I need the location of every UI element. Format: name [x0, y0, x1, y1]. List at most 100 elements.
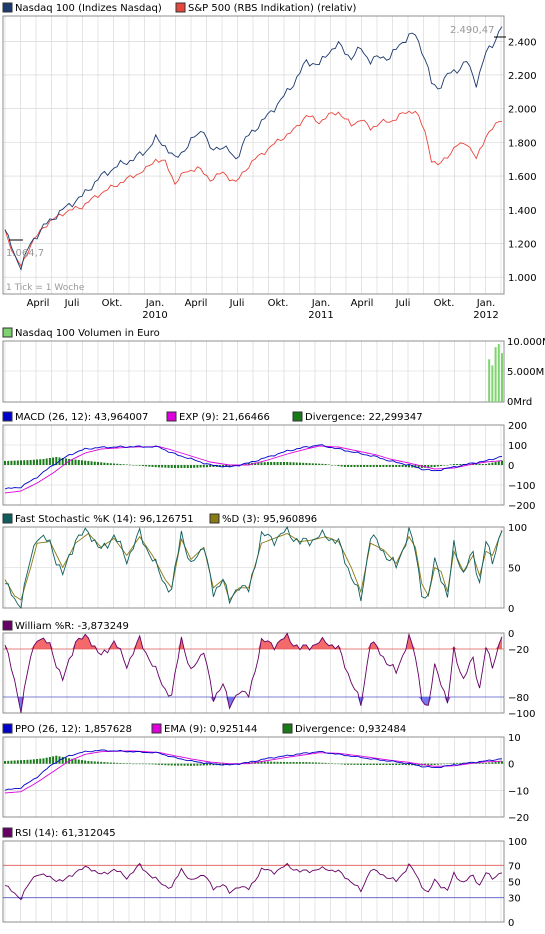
macd-divergence-bar — [391, 465, 394, 467]
ppo-divergence-bar — [119, 763, 122, 764]
volume-y-tick: 5.000Mrd — [507, 367, 545, 378]
ppo-divergence-bar — [154, 763, 157, 765]
stochastic-panel: Fast Stochastic %K (14): 96,126751 %D (3… — [2, 513, 527, 615]
tick-interval-note: 1 Tick = 1 Woche — [6, 283, 85, 293]
macd-divergence-bar — [61, 458, 64, 465]
ppo-divergence-bar — [382, 763, 385, 765]
macd-divergence-bar — [430, 465, 433, 468]
ppo-divergence-bar — [331, 763, 334, 764]
ppo-series-line — [4, 749, 503, 791]
ppo-divergence-bar — [340, 763, 343, 765]
volume-y-tick: 10.000Mrd — [507, 337, 545, 348]
legend-swatch-rsi — [2, 827, 13, 838]
macd-divergence-bar — [501, 460, 503, 465]
ppo-divergence-bar — [7, 760, 10, 764]
macd-divergence-bar — [318, 463, 321, 465]
volume-frame — [2, 340, 505, 403]
ppo-divergence-bar — [318, 762, 321, 764]
macd-divergence-bar — [202, 465, 205, 468]
ppo-divergence-bar — [10, 760, 13, 764]
ppo-divergence-bar — [64, 757, 67, 764]
ppo-divergence-bar — [186, 763, 189, 766]
macd-divergence-bar — [347, 465, 350, 467]
macd-divergence-bar — [408, 465, 411, 468]
ppo-divergence-bar — [202, 763, 205, 766]
min-value-label: 1.064,7 — [6, 248, 44, 259]
macd-divergence-bar — [48, 458, 51, 465]
macd-divergence-bar — [494, 461, 497, 465]
price-panel: Nasdaq 100 (Indizes Nasdaq) S&P 500 (RBS… — [2, 2, 537, 321]
ppo-divergence-bar — [388, 763, 391, 765]
ppo-divergence-bar — [113, 762, 116, 764]
ppo-divergence-bar — [282, 761, 285, 764]
ppo-divergence-bar — [52, 756, 55, 764]
macd-divergence-bar — [491, 462, 494, 465]
ppo-divergence-bar — [481, 762, 484, 764]
legend-swatch-stoch-d — [209, 513, 220, 524]
macd-divergence-bar — [36, 459, 39, 465]
macd-divergence-bar — [183, 465, 186, 468]
macd-divergence-bar — [173, 465, 176, 468]
volume-panel: Nasdaq 100 Volumen in Euro 10.000Mrd 5.0… — [2, 327, 545, 408]
rsi-y-tick: 100 — [508, 837, 527, 848]
stochastic-y-tick: 100 — [508, 523, 527, 534]
ppo-divergence-bar — [401, 763, 404, 765]
ppo-frame — [2, 736, 505, 818]
ppo-divergence-bar — [427, 763, 430, 766]
ppo-divergence-bar — [161, 763, 164, 765]
macd-divergence-bar — [388, 465, 391, 467]
rsi-y-tick: 30 — [508, 894, 521, 905]
legend-swatch-macd — [2, 411, 13, 422]
macd-divergence-bar — [440, 465, 443, 466]
ppo-divergence-bar — [372, 763, 375, 765]
legend-swatch-ppo-divergence — [282, 723, 293, 734]
macd-divergence-bar — [452, 464, 455, 465]
price-x-tick-month: Jan. — [145, 298, 165, 309]
price-frame — [2, 15, 505, 295]
ppo-divergence-bar — [61, 757, 64, 764]
macd-divergence-bar — [132, 465, 135, 466]
macd-divergence-bar — [39, 459, 42, 465]
ppo-divergence-bar — [116, 762, 119, 764]
macd-y-axis: 200 100 0 −100 −200 — [508, 421, 535, 512]
macd-divergence-bar — [64, 458, 67, 465]
williams-y-tick: 0 — [508, 629, 514, 640]
price-y-tick: 1.600 — [508, 172, 537, 183]
macd-divergence-bar — [148, 465, 151, 467]
macd-divergence-bar — [395, 465, 398, 467]
macd-divergence-bar — [385, 465, 388, 467]
macd-divergence-bar — [379, 465, 382, 467]
ppo-divergence-bar — [55, 755, 58, 764]
macd-divergence-bar — [263, 462, 266, 465]
ppo-divergence-bar — [13, 760, 16, 764]
ppo-divergence-bar — [353, 763, 356, 765]
macd-divergence-bar — [420, 465, 423, 468]
price-y-tick: 2.400 — [508, 37, 537, 48]
macd-divergence-bar — [212, 465, 215, 467]
legend-label-sp500: S&P 500 (RBS Indikation) (relativ) — [188, 3, 357, 14]
macd-divergence-bar — [331, 465, 334, 466]
legend-swatch-sp500 — [175, 2, 186, 13]
macd-divergence-bar — [266, 462, 269, 465]
macd-divergence-bar — [343, 465, 346, 467]
ppo-divergence-bar — [270, 761, 273, 764]
ppo-divergence-bar — [84, 760, 87, 764]
legend-swatch-ema — [151, 723, 162, 734]
ppo-divergence-bar — [369, 763, 372, 765]
macd-divergence-bar — [87, 461, 90, 465]
ppo-divergence-bar — [286, 762, 289, 764]
ppo-divergence-bar — [494, 761, 497, 764]
ppo-divergence-bar — [359, 763, 362, 765]
ppo-divergence-bar — [337, 763, 340, 765]
macd-divergence-bar — [404, 465, 407, 468]
ppo-divergence-bar — [321, 762, 324, 764]
macd-divergence-bar — [356, 465, 359, 467]
price-x-axis: April Juli Okt. Jan. April Juli Okt. Jan. April J… — [27, 298, 499, 321]
ppo-divergence-bar — [209, 763, 212, 766]
max-marker: 2.490,47 — [450, 25, 506, 38]
price-x-tick-month: Okt. — [434, 298, 455, 309]
macd-divergence-bar — [42, 459, 45, 465]
macd-divergence-bar — [321, 463, 324, 465]
ppo-divergence-bar — [157, 763, 160, 765]
macd-divergence-bar — [106, 463, 109, 465]
